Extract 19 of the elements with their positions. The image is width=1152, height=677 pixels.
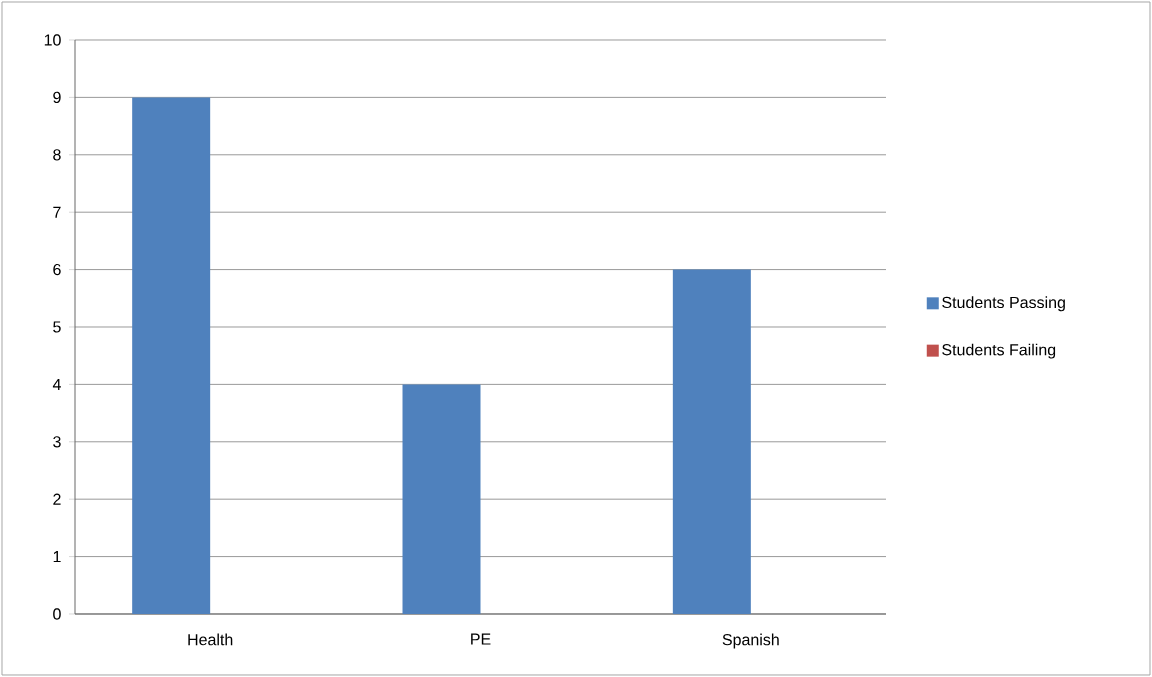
y-tick-label: 9 — [53, 91, 61, 104]
y-tick-label: 10 — [44, 34, 61, 46]
y-tick-label: 2 — [53, 493, 61, 505]
x-tick-label: Health — [188, 633, 233, 646]
legend-label: Students Failing — [942, 343, 1056, 359]
y-tick-label: 5 — [53, 321, 61, 333]
bar — [402, 384, 481, 614]
x-tick-label: PE — [471, 633, 491, 645]
bar — [132, 97, 211, 614]
y-tick-label: 4 — [52, 378, 61, 390]
y-tick-label: 3 — [53, 436, 61, 448]
y-tick-label: 1 — [53, 551, 61, 563]
y-tick-label: 6 — [53, 263, 61, 276]
y-tick-label: 0 — [53, 608, 61, 620]
x-tick-label: Spanish — [722, 633, 779, 649]
legend-label: Students Passing — [942, 296, 1065, 312]
bar — [672, 269, 751, 614]
y-tick-label: 8 — [53, 149, 61, 161]
y-tick-label: 7 — [53, 206, 61, 218]
